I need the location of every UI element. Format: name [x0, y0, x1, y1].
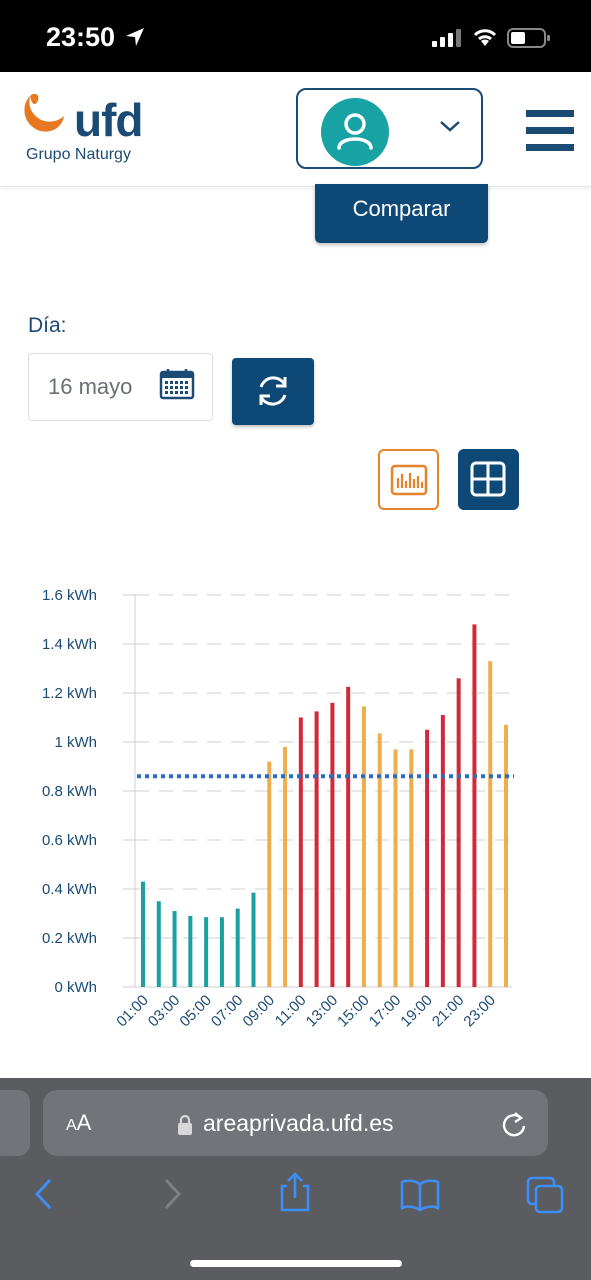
address-bar[interactable]: AA areaprivada.ufd.es: [43, 1090, 548, 1156]
x-tick-label: 23:00: [460, 992, 499, 1031]
share-icon[interactable]: [278, 1172, 312, 1214]
reload-icon[interactable]: [501, 1110, 527, 1138]
bar-24:00: [504, 724, 508, 987]
x-tick-label: 21:00: [429, 992, 468, 1031]
x-tick-label: 05:00: [176, 992, 215, 1031]
x-tick-label: 03:00: [145, 992, 184, 1031]
x-tick-label: 09:00: [240, 992, 279, 1031]
y-tick-label: 0.2 kWh: [42, 930, 97, 947]
x-tick-label: 07:00: [208, 992, 247, 1031]
date-value: 16 mayo: [48, 374, 133, 399]
bar-16:00: [377, 733, 382, 987]
user-icon: [337, 113, 373, 150]
ufd-logo-mark-icon: [24, 93, 64, 132]
x-tick-label: 11:00: [272, 992, 310, 1030]
bar-chart-icon: [390, 464, 428, 496]
x-tick-label: 01:00: [113, 992, 152, 1031]
x-tick-label: 19:00: [397, 992, 436, 1031]
bar-22:00: [472, 624, 477, 987]
status-bar: 23:50: [0, 0, 591, 72]
bar-15:00: [361, 706, 366, 987]
refresh-icon: [259, 376, 287, 406]
bar-21:00: [456, 678, 461, 987]
y-tick-label: 0 kWh: [54, 979, 97, 996]
consumption-bar-chart: 0 kWh 0.2 kWh 0.4 kWh 0.6 kWh 0.8 kWh 1 kWh 1.…: [42, 587, 514, 1031]
bar-08:00: [251, 892, 256, 987]
bookmarks-icon[interactable]: [400, 1178, 440, 1212]
brand-subtitle: Grupo Naturgy: [26, 146, 131, 163]
ufd-logo[interactable]: ufd Grupo Naturgy: [20, 90, 150, 170]
compare-button[interactable]: Comparar: [315, 184, 488, 243]
date-input[interactable]: 16 mayo: [28, 353, 213, 421]
bar-03:00: [172, 911, 177, 987]
tabs-icon[interactable]: [526, 1176, 564, 1214]
bar-13:00: [330, 702, 335, 987]
y-tick-label: 0.8 kWh: [42, 783, 97, 800]
bar-12:00: [314, 711, 319, 987]
bar-17:00: [393, 749, 398, 987]
site-header: ufd Grupo Naturgy: [0, 72, 591, 187]
bar-09:00: [267, 761, 272, 987]
battery-icon: [507, 28, 550, 48]
y-tick-label: 1.6 kWh: [42, 587, 97, 604]
url-text: areaprivada.ufd.es: [203, 1110, 394, 1136]
back-icon[interactable]: [32, 1176, 56, 1212]
bar-04:00: [188, 915, 193, 987]
forward-icon[interactable]: [160, 1176, 184, 1212]
status-time: 23:50: [46, 22, 116, 52]
lock-icon: [178, 1114, 192, 1135]
y-tick-label: 1.2 kWh: [42, 685, 97, 702]
consumption-chart: 0 kWh 0.2 kWh 0.4 kWh 0.6 kWh 0.8 kWh 1 kWh 1.…: [0, 570, 591, 1050]
chevron-down-icon: [440, 121, 460, 132]
x-tick-label: 13:00: [303, 992, 342, 1031]
home-indicator: [190, 1260, 402, 1267]
bar-14:00: [346, 686, 351, 987]
y-tick-label: 1 kWh: [54, 734, 97, 751]
bar-19:00: [425, 729, 430, 987]
day-label: Día:: [28, 314, 67, 337]
bar-02:00: [156, 901, 161, 987]
table-view-button[interactable]: [458, 449, 519, 510]
y-tick-label: 0.4 kWh: [42, 881, 97, 898]
refresh-button[interactable]: [232, 358, 314, 425]
x-tick-label: 15:00: [334, 992, 373, 1031]
cellular-signal-icon: [432, 29, 461, 47]
x-tick-label: 17:00: [366, 992, 405, 1031]
text-size-button[interactable]: AA: [66, 1110, 92, 1135]
bar-06:00: [219, 917, 224, 987]
bar-10:00: [283, 746, 288, 987]
chart-view-button[interactable]: [378, 449, 439, 510]
avatar: [321, 98, 389, 166]
calendar-icon[interactable]: [159, 368, 195, 400]
bar-07:00: [235, 908, 240, 987]
bar-11:00: [298, 717, 303, 987]
user-menu-dropdown[interactable]: [296, 88, 483, 169]
location-arrow-icon: [126, 28, 144, 46]
bar-01:00: [141, 881, 145, 987]
bar-05:00: [204, 917, 209, 987]
hamburger-menu-icon[interactable]: [526, 110, 574, 152]
bar-20:00: [440, 715, 445, 987]
bar-18:00: [409, 749, 414, 987]
y-tick-label: 0.6 kWh: [42, 832, 97, 849]
brand-name: ufd: [74, 94, 144, 146]
wifi-icon: [473, 29, 497, 46]
grid-icon: [470, 461, 506, 497]
bar-23:00: [488, 661, 493, 987]
previous-tab[interactable]: [0, 1090, 30, 1156]
y-tick-label: 1.4 kWh: [42, 636, 97, 653]
browser-toolbar: AA areaprivada.ufd.es: [0, 1078, 591, 1280]
